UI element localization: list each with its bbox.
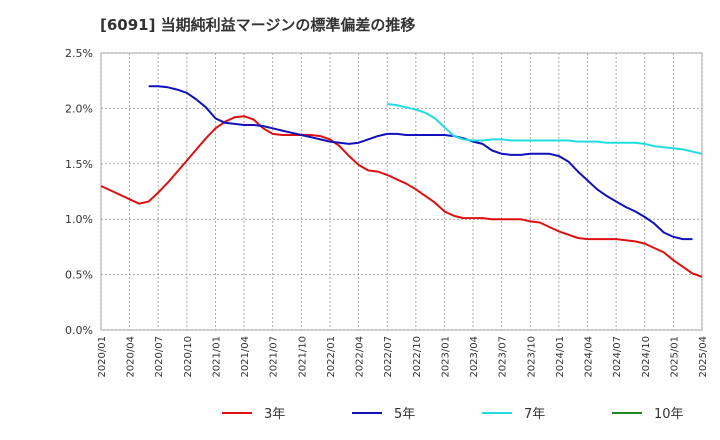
y-tick-label: 2.0% [65,102,93,115]
y-tick-label: 2.5% [65,47,93,60]
plot-area [100,52,703,331]
x-tick-label: 2021/04 [240,336,251,378]
y-tick-label: 0.5% [65,269,93,282]
x-tick-label: 2021/01 [211,336,222,378]
x-tick-label: 2024/04 [584,336,595,378]
legend-label: 10年 [654,407,684,422]
x-tick-label: 2022/07 [383,336,394,378]
x-tick-label: 2024/07 [612,336,623,378]
x-tick-label: 2025/04 [698,336,709,378]
y-tick-label: 0.0% [65,324,93,337]
x-tick-label: 2020/10 [183,336,194,378]
series-line-3年 [100,115,703,278]
x-tick-label: 2020/04 [126,336,137,378]
y-tick-label: 1.5% [65,158,93,171]
series-lines [100,85,703,278]
x-tick-label: 2025/01 [669,336,680,378]
x-tick-label: 2020/07 [154,336,165,378]
x-tick-label: 2022/04 [355,336,366,378]
x-tick-label: 2021/07 [269,336,280,378]
x-tick-label: 2023/04 [469,336,480,378]
series-line-7年 [387,103,703,155]
legend-label: 3年 [264,407,285,422]
x-tick-label: 2022/10 [412,336,423,378]
x-tick-label: 2020/01 [97,336,108,378]
chart-title: [6091] 当期純利益マージンの標準偏差の推移 [100,16,416,34]
grid-lines [100,52,703,331]
x-tick-label: 2021/10 [297,336,308,378]
x-tick-label: 2023/10 [526,336,537,378]
x-tick-label: 2024/10 [641,336,652,378]
y-tick-label: 1.0% [65,213,93,226]
axes: 0.0% 0.5% 1.0% 1.5% 2.0% 2.5% 2020/01 2020/04 20… [65,47,709,378]
x-tick-label: 2022/01 [326,336,337,378]
x-tick-label: 2023/07 [498,336,509,378]
x-tick-label: 2024/01 [555,336,566,378]
legend: 3年 5年 7年 10年 [222,407,684,422]
x-tick-label: 2023/01 [440,336,451,378]
series-line-5年 [148,85,693,241]
legend-label: 7年 [524,407,545,422]
legend-label: 5年 [394,407,415,422]
